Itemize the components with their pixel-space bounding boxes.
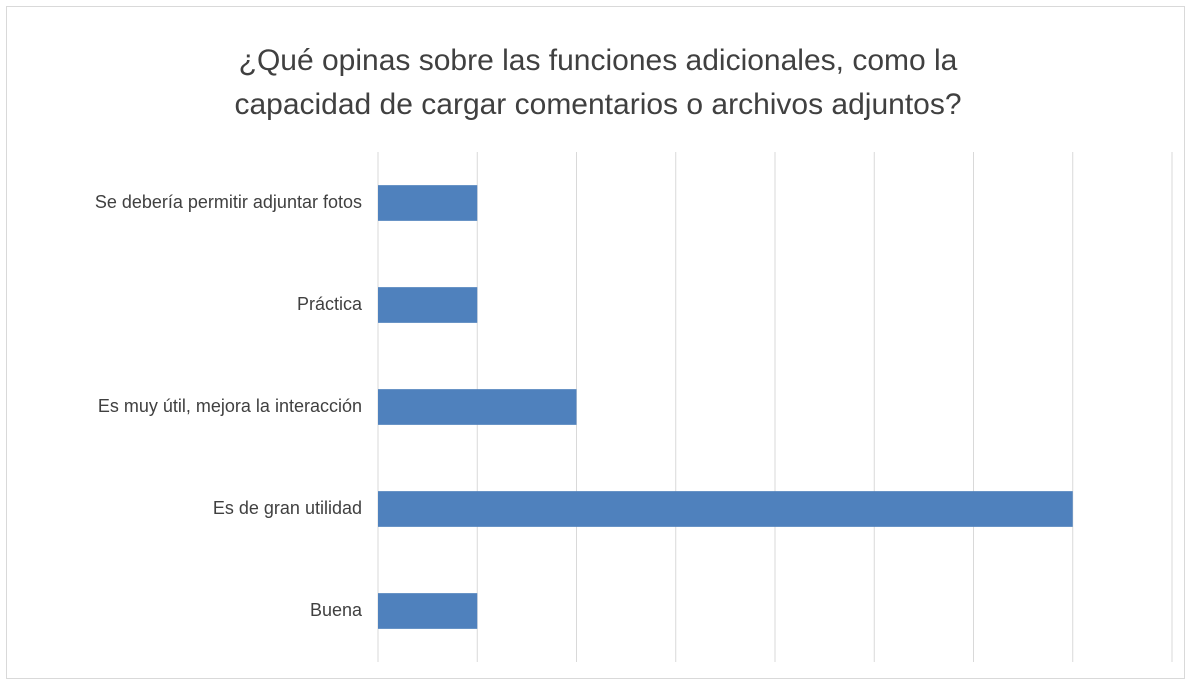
chart-title: capacidad de cargar comentarios o archiv…	[234, 88, 961, 121]
y-tick-label: Es muy útil, mejora la interacción	[98, 396, 362, 416]
bar	[378, 491, 1073, 527]
y-tick-label: Es de gran utilidad	[213, 498, 362, 518]
y-tick-label: Práctica	[297, 294, 363, 314]
y-tick-label: Buena	[310, 600, 363, 620]
chart-border	[6, 6, 1185, 679]
bar	[378, 185, 478, 221]
chart-title: ¿Qué opinas sobre las funciones adiciona…	[239, 44, 958, 77]
y-tick-label: Se debería permitir adjuntar fotos	[95, 192, 362, 212]
bar	[378, 389, 577, 425]
bar	[378, 593, 478, 629]
bar	[378, 287, 478, 323]
